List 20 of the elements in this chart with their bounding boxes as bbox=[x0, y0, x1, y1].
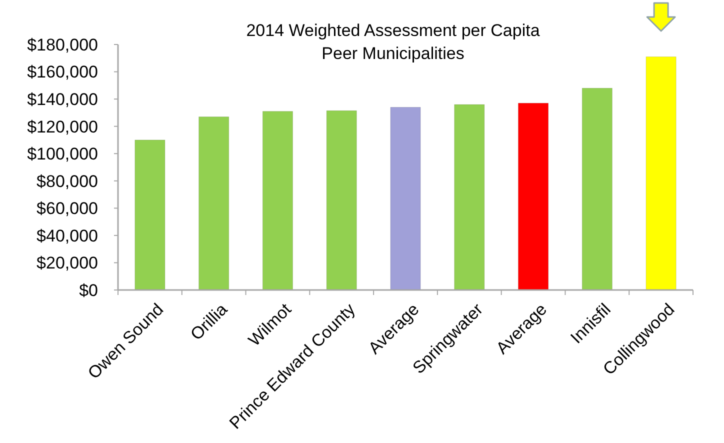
y-tick-label: $40,000 bbox=[36, 226, 98, 246]
bar bbox=[582, 88, 612, 290]
bar bbox=[518, 102, 549, 290]
y-tick-label: $120,000 bbox=[27, 117, 98, 136]
bar bbox=[454, 104, 485, 290]
y-tick-label: $100,000 bbox=[27, 144, 98, 164]
bar bbox=[134, 140, 166, 290]
bar bbox=[646, 56, 676, 290]
bar bbox=[326, 110, 357, 290]
y-tick-label: $160,000 bbox=[27, 62, 98, 82]
bar bbox=[198, 116, 230, 290]
y-tick-label: $140,000 bbox=[27, 90, 98, 110]
chart-title: 2014 Weighted Assessment per Capita Peer Municipalities bbox=[246, 21, 540, 63]
bar bbox=[390, 106, 421, 290]
y-tick-label: $0 bbox=[79, 280, 98, 300]
bar bbox=[262, 111, 293, 290]
y-tick-label: $60,000 bbox=[36, 199, 98, 218]
y-tick-label: $180,000 bbox=[27, 35, 98, 54]
y-tick-label: $20,000 bbox=[36, 254, 98, 273]
y-tick-label: $80,000 bbox=[36, 172, 98, 191]
